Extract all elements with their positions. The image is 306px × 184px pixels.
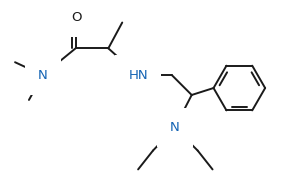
Text: O: O <box>71 11 82 24</box>
Text: HN: HN <box>128 69 148 82</box>
Text: N: N <box>38 69 48 82</box>
Text: N: N <box>170 121 180 134</box>
